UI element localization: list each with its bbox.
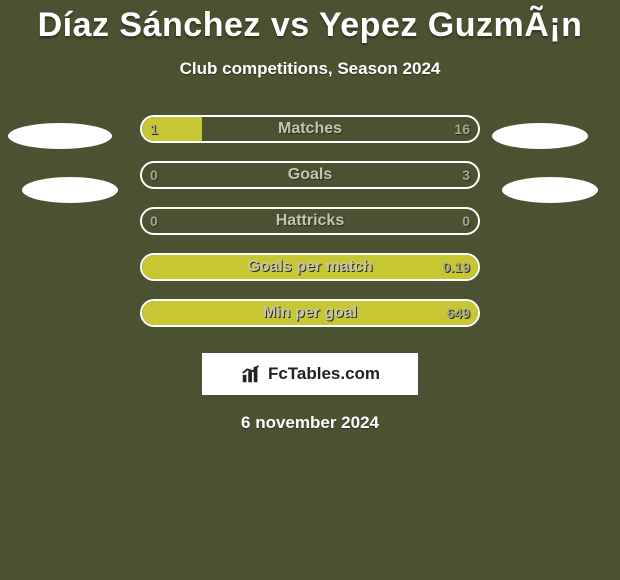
generated-date: 6 november 2024 <box>0 413 620 433</box>
subtitle: Club competitions, Season 2024 <box>0 59 620 79</box>
stat-label: Goals per match <box>0 253 620 281</box>
stat-right-value: 0.19 <box>443 253 470 281</box>
stat-label: Goals <box>0 161 620 189</box>
stat-right-value: 649 <box>447 299 470 327</box>
bar-chart-icon <box>240 363 262 385</box>
fctables-logo[interactable]: FcTables.com <box>202 353 418 395</box>
stat-right-value: 16 <box>454 115 470 143</box>
stat-row: 1 Matches 16 <box>0 115 620 161</box>
comparison-chart: 1 Matches 16 0 Goals 3 0 Hattricks 0 Goa… <box>0 115 620 345</box>
stat-right-value: 3 <box>462 161 470 189</box>
stat-label: Matches <box>0 115 620 143</box>
stat-label: Min per goal <box>0 299 620 327</box>
stat-right-value: 0 <box>462 207 470 235</box>
stat-row: Goals per match 0.19 <box>0 253 620 299</box>
logo-text: FcTables.com <box>268 364 380 384</box>
page-title: Díaz Sánchez vs Yepez GuzmÃ¡n <box>0 0 620 45</box>
stat-row: Min per goal 649 <box>0 299 620 345</box>
stat-label: Hattricks <box>0 207 620 235</box>
stat-row: 0 Hattricks 0 <box>0 207 620 253</box>
